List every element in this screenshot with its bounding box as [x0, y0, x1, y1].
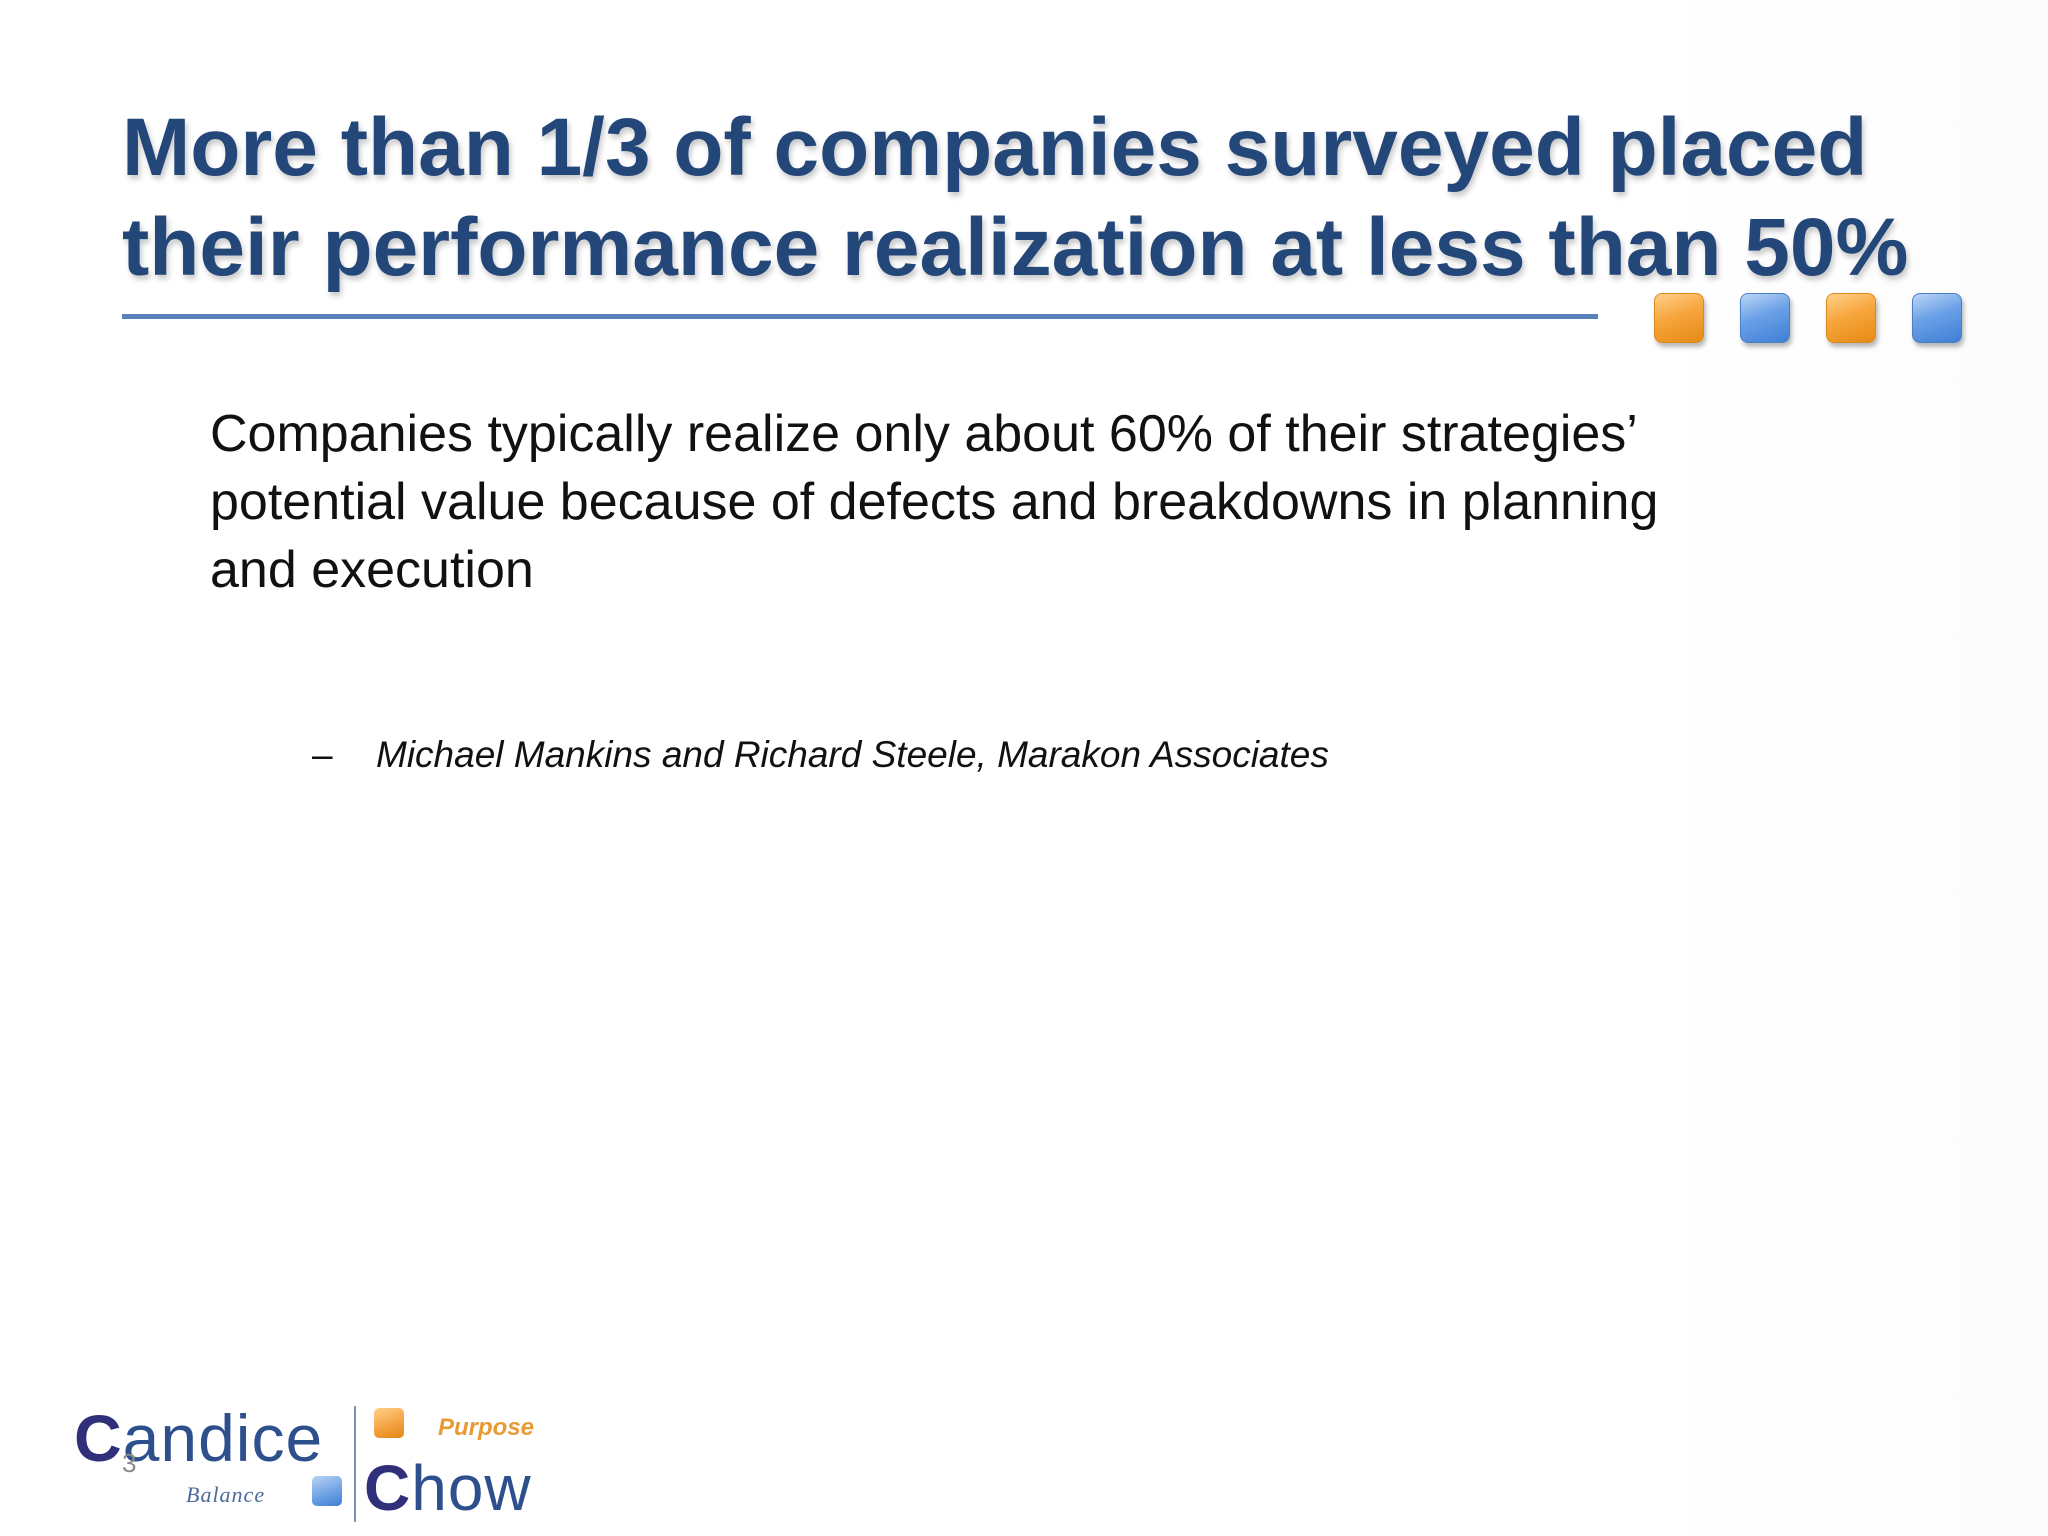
- quote-line-3: and execution: [210, 541, 534, 599]
- title-underline: [122, 314, 1598, 319]
- logo-divider: [354, 1406, 356, 1522]
- orange-square-icon: [1826, 293, 1876, 343]
- blue-square-icon: [1740, 293, 1790, 343]
- logo-first-name: Candice: [74, 1401, 324, 1475]
- candice-chow-logo: Candice Purpose Balance Chow: [74, 1398, 594, 1528]
- quote-text: Companies typically realize only about 6…: [210, 400, 1910, 604]
- quote-line-1: Companies typically realize only about 6…: [210, 405, 1638, 463]
- slide-title-line-2: their performance realization at less th…: [122, 202, 1909, 293]
- logo-tag-purpose: Purpose: [438, 1414, 535, 1441]
- attribution-source: Michael Mankins and Richard Steele, Mara…: [376, 734, 1329, 775]
- quote-attribution: – Michael Mankins and Richard Steele, Mar…: [312, 732, 1329, 778]
- attribution-dash: –: [312, 734, 333, 775]
- blue-square-icon: [1912, 293, 1962, 343]
- quote-line-2: potential value because of defects and b…: [210, 473, 1659, 531]
- logo-tag-balance: Balance: [186, 1482, 266, 1507]
- logo-orange-square-icon: [374, 1408, 404, 1438]
- logo-last-name: Chow: [364, 1452, 532, 1524]
- page-number: 3: [122, 1448, 137, 1478]
- slide-title: More than 1/3 of companies surveyed plac…: [122, 98, 1922, 298]
- logo-blue-square-icon: [312, 1476, 342, 1506]
- slide-title-line-1: More than 1/3 of companies surveyed plac…: [122, 102, 1868, 193]
- orange-square-icon: [1654, 293, 1704, 343]
